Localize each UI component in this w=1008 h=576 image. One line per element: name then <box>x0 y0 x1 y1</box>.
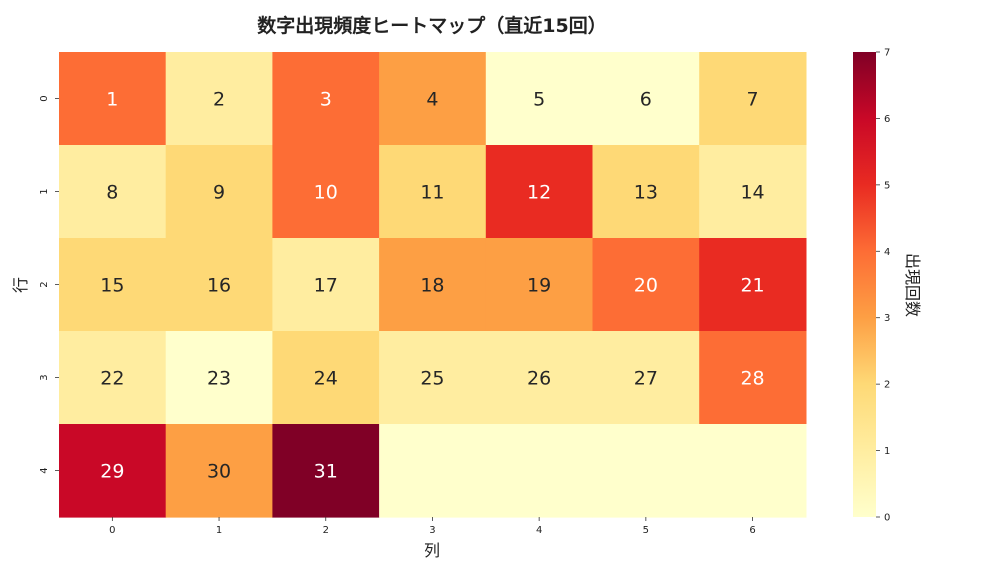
heatmap-cell <box>272 238 380 332</box>
x-tick-label: 1 <box>216 525 222 536</box>
cell-label: 2 <box>213 89 225 111</box>
cell-label: 14 <box>740 182 764 204</box>
y-tick-label: 4 <box>39 467 50 473</box>
cell-label: 28 <box>740 368 764 390</box>
heatmap-cell <box>379 331 487 425</box>
cell-label: 5 <box>533 89 545 111</box>
heatmap-cell <box>699 238 807 332</box>
cell-label: 17 <box>314 275 338 297</box>
heatmap-cell <box>485 424 594 518</box>
colorbar-tick-label: 6 <box>884 114 890 125</box>
colorbar-ticks: 0 1 2 3 4 5 6 7 <box>876 48 890 524</box>
cell-label: 24 <box>314 368 338 390</box>
heatmap-cell <box>485 52 594 146</box>
cell-label: 20 <box>634 275 658 297</box>
colorbar-tick-label: 2 <box>884 380 890 391</box>
heatmap-cell <box>165 238 273 332</box>
cell-label: 7 <box>747 89 759 111</box>
cell-label: 30 <box>207 461 231 483</box>
y-tick-label: 1 <box>39 188 50 194</box>
heatmap-cell <box>592 145 700 239</box>
heatmap-cell <box>485 238 594 332</box>
colorbar-tick-label: 1 <box>884 446 890 457</box>
heatmap-cell <box>165 424 273 518</box>
heatmap-cell <box>165 52 273 146</box>
cell-label: 25 <box>420 368 444 390</box>
cell-label: 4 <box>426 89 438 111</box>
cell-label: 22 <box>100 368 124 390</box>
heatmap-cell <box>272 331 380 425</box>
colorbar-label: 出現回数 <box>903 253 922 317</box>
heatmap-cell <box>592 331 700 425</box>
colorbar-tick-label: 4 <box>884 247 890 258</box>
x-axis-ticks: 0 1 2 3 4 5 6 <box>109 517 756 536</box>
heatmap-cell <box>272 424 380 518</box>
colorbar-tick-label: 7 <box>884 48 890 59</box>
heatmap-cell <box>379 238 487 332</box>
y-tick-label: 0 <box>39 95 50 101</box>
heatmap-cell <box>165 331 273 425</box>
x-axis-label: 列 <box>424 541 440 560</box>
x-tick-label: 2 <box>323 525 329 536</box>
cell-label: 13 <box>634 182 658 204</box>
x-tick-label: 0 <box>109 525 115 536</box>
cell-label: 10 <box>314 182 338 204</box>
colorbar-tick-label: 0 <box>884 513 890 524</box>
heatmap-cell <box>272 52 380 146</box>
heatmap-cell <box>272 145 380 239</box>
heatmap-cell <box>485 145 594 239</box>
cell-label: 26 <box>527 368 551 390</box>
y-axis-ticks: 0 1 2 3 4 <box>39 95 59 474</box>
cell-label: 11 <box>420 182 444 204</box>
heatmap-cell <box>699 52 807 146</box>
y-tick-label: 2 <box>39 281 50 287</box>
cell-label: 18 <box>420 275 444 297</box>
cell-label: 27 <box>634 368 658 390</box>
heatmap-cell <box>379 424 487 518</box>
chart-title: 数字出現頻度ヒートマップ（直近15回） <box>257 14 606 37</box>
cell-label: 23 <box>207 368 231 390</box>
heatmap-cell <box>59 238 167 332</box>
heatmap-cell <box>165 145 273 239</box>
cell-label: 19 <box>527 275 551 297</box>
heatmap-cell <box>592 52 700 146</box>
cell-label: 29 <box>100 461 124 483</box>
x-tick-label: 4 <box>536 525 542 536</box>
cell-label: 3 <box>320 89 332 111</box>
heatmap-cell <box>592 238 700 332</box>
cell-label: 15 <box>100 275 124 297</box>
heatmap-cell <box>379 145 487 239</box>
cell-label: 9 <box>213 182 225 204</box>
cell-label: 21 <box>740 275 764 297</box>
cell-label: 12 <box>527 182 551 204</box>
x-tick-label: 3 <box>429 525 435 536</box>
x-tick-label: 6 <box>749 525 755 536</box>
colorbar <box>853 52 876 517</box>
heatmap-cell <box>379 52 487 146</box>
heatmap-cell <box>59 331 167 425</box>
colorbar-tick-label: 5 <box>884 180 890 191</box>
heatmap-cell <box>59 424 167 518</box>
heatmap-cells <box>59 52 807 518</box>
cell-label: 1 <box>106 89 118 111</box>
y-axis-label: 行 <box>11 277 30 293</box>
cell-label: 16 <box>207 275 231 297</box>
y-tick-label: 3 <box>39 374 50 380</box>
heatmap-cell <box>592 424 700 518</box>
colorbar-tick-label: 3 <box>884 313 890 324</box>
heatmap-cell <box>59 52 167 146</box>
heatmap-cell <box>485 331 594 425</box>
cell-label: 31 <box>314 461 338 483</box>
heatmap-cell <box>699 145 807 239</box>
heatmap-cell <box>699 331 807 425</box>
heatmap-cell <box>59 145 167 239</box>
heatmap-cell <box>699 424 807 518</box>
cell-label: 6 <box>640 89 652 111</box>
x-tick-label: 5 <box>643 525 649 536</box>
cell-label: 8 <box>106 182 118 204</box>
